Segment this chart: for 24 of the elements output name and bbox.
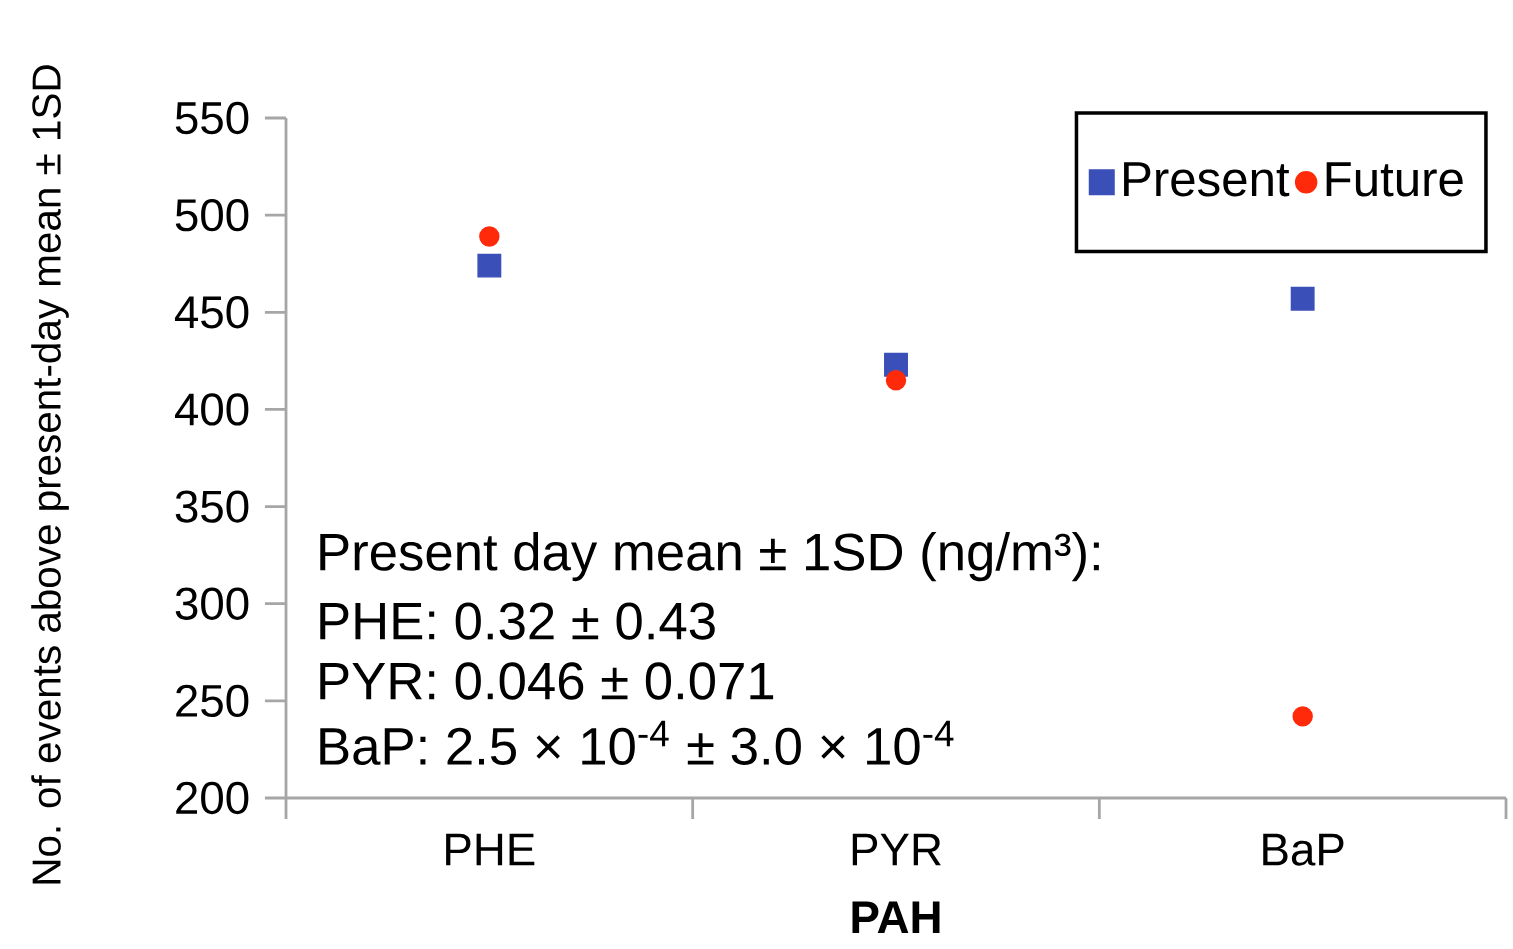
y-tick-label: 500 — [175, 198, 249, 232]
y-tick-label: 450 — [174, 296, 249, 329]
legend-label: Future — [1326, 162, 1463, 197]
y-tick-label: 200 — [176, 781, 249, 815]
x-tick-label: PYR — [852, 833, 941, 866]
y-tick-label: 250 — [176, 684, 249, 718]
point — [477, 253, 502, 278]
annotation: PYR: 0.046 ± 0.071 — [320, 662, 774, 700]
point — [885, 370, 907, 391]
x-tick-label: BaP — [1263, 833, 1344, 866]
point — [1290, 286, 1315, 311]
y-tick-label: 300 — [175, 587, 249, 620]
annotation: PHE: 0.32 ± 0.43 — [320, 602, 715, 640]
point — [1292, 706, 1313, 727]
x-tick-label: PHE — [446, 833, 535, 866]
annotation: Present day mean ± 1SD (ng/m³): — [320, 532, 1099, 582]
legend-label: Present — [1124, 162, 1290, 197]
y-axis-title: No. of events above present-day mean ± 1SD — [31, 65, 69, 884]
point — [479, 226, 500, 247]
annotation: BaP: 2.5 × 10$^{-4}$ ± 3.0 × 10$^{-4}$ — [320, 720, 954, 766]
x-axis-title: PAH — [852, 901, 940, 934]
y-tick-label: 550 — [175, 101, 249, 135]
y-tick-label: 350 — [175, 490, 249, 523]
y-tick-label: 400 — [174, 393, 249, 426]
